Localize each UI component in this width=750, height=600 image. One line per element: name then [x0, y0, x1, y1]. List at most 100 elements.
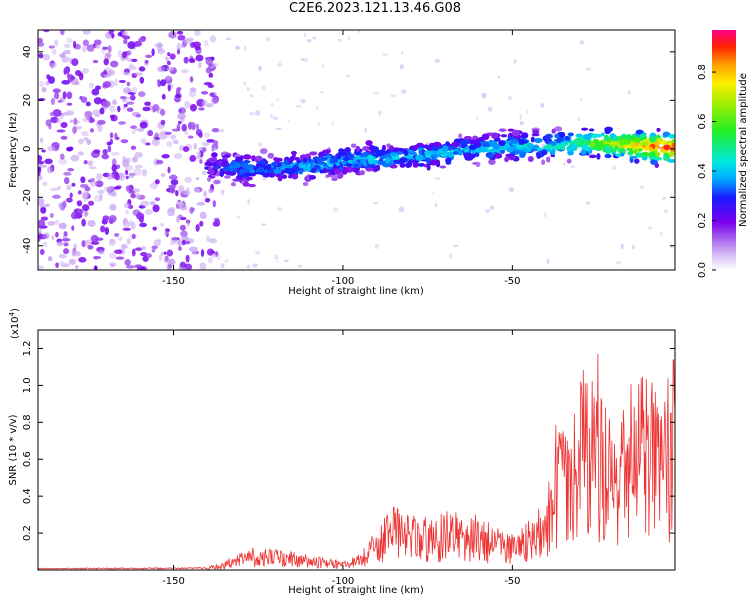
colorbar-tick-label: 0.2 — [697, 213, 708, 229]
ridge-blob — [325, 174, 330, 178]
background-speckle — [246, 264, 251, 269]
noise-blob — [53, 92, 60, 100]
background-speckle — [219, 128, 225, 133]
noise-blob — [62, 200, 67, 209]
snr-ticks: -150 -100 -50 0.2 0.4 0.6 0.8 1.0 1.2 — [22, 330, 675, 587]
noise-blob — [39, 164, 48, 168]
background-speckle — [448, 253, 453, 259]
noise-blob — [48, 256, 53, 262]
noise-blob — [39, 248, 45, 256]
noise-blob — [108, 105, 117, 113]
background-speckle — [390, 94, 397, 98]
noise-blob — [189, 155, 197, 162]
noise-blob — [117, 105, 121, 113]
colorbar-ticks: 0.0 0.2 0.4 0.6 0.8 — [697, 64, 716, 278]
noise-blob — [109, 132, 114, 139]
ridge-blob — [488, 158, 496, 166]
ridge-blob — [405, 162, 412, 168]
ridge-blob — [362, 146, 371, 152]
noise-blob — [49, 212, 54, 218]
background-speckle — [476, 117, 479, 121]
noise-blob — [60, 122, 68, 128]
background-speckle — [400, 89, 407, 95]
noise-blob — [52, 194, 61, 199]
noise-blob — [171, 128, 180, 132]
noise-blob — [117, 31, 123, 37]
noise-blob — [123, 103, 128, 108]
noise-blob — [66, 91, 73, 100]
ridge-blob — [488, 141, 498, 147]
noise-blob — [52, 109, 62, 117]
ridge-blob — [585, 135, 592, 141]
noise-blob — [127, 49, 132, 56]
noise-blob — [96, 173, 103, 181]
noise-blob — [149, 200, 156, 206]
ridge-blob — [370, 151, 376, 156]
noise-blob — [125, 157, 131, 163]
ridge-blob — [402, 157, 408, 162]
noise-blob — [75, 264, 79, 270]
noise-blob — [110, 193, 118, 197]
noise-blob — [124, 164, 134, 172]
ridge-blob — [415, 154, 424, 161]
noise-blob — [71, 250, 81, 257]
noise-blob — [38, 228, 43, 234]
noise-blob — [144, 101, 151, 106]
noise-blob — [200, 91, 209, 95]
background-speckle — [261, 223, 267, 226]
ridge-blob — [490, 132, 499, 139]
noise-blob — [177, 201, 183, 208]
noise-blob — [50, 97, 56, 106]
x-tick-label: -50 — [504, 576, 520, 587]
noise-blob — [124, 221, 132, 226]
ridge-blob — [219, 170, 225, 177]
noise-blob — [133, 41, 142, 47]
noise-blob — [81, 45, 87, 53]
noise-blob — [85, 211, 89, 216]
ridge-blob — [637, 148, 643, 152]
ridge-blob — [222, 167, 231, 172]
background-speckle — [487, 106, 493, 112]
background-speckle — [640, 185, 644, 189]
ridge-blob — [213, 179, 221, 185]
noise-blob — [122, 30, 129, 37]
noise-blob — [205, 67, 212, 74]
noise-blob — [78, 72, 84, 81]
noise-blob — [147, 130, 154, 137]
noise-blob — [135, 113, 142, 118]
ridge-blob — [614, 145, 619, 151]
noise-blob — [133, 127, 138, 131]
noise-blob — [198, 62, 202, 69]
ridge-blob — [277, 175, 283, 182]
ridge-blob — [435, 159, 441, 165]
ridge-blob — [322, 168, 328, 173]
noise-blob — [94, 44, 101, 49]
noise-blob — [39, 137, 44, 144]
noise-blob — [71, 58, 79, 66]
noise-blob — [207, 84, 214, 89]
ridge-blob — [311, 168, 317, 172]
background-speckle — [265, 37, 271, 41]
background-speckle — [254, 109, 261, 116]
ridge-blob — [355, 145, 361, 152]
noise-blob — [73, 117, 78, 126]
noise-blob — [45, 80, 50, 86]
noise-blob — [70, 154, 80, 162]
ridge-blob — [500, 149, 505, 154]
noise-blob — [167, 84, 171, 92]
background-speckle — [297, 264, 303, 268]
noise-blob — [93, 194, 103, 203]
noise-blob — [175, 190, 179, 197]
ridge-blob — [379, 156, 385, 160]
ridge-blob — [223, 175, 231, 179]
noise-blob — [166, 141, 173, 148]
ridge-blob — [481, 142, 491, 148]
noise-blob — [212, 62, 219, 68]
noise-blob — [201, 147, 207, 153]
noise-blob — [188, 122, 192, 131]
noise-blob — [76, 200, 83, 207]
noise-blob — [193, 142, 197, 150]
ridge-blob — [317, 156, 323, 163]
noise-blob — [72, 126, 77, 134]
noise-blob — [69, 192, 73, 199]
